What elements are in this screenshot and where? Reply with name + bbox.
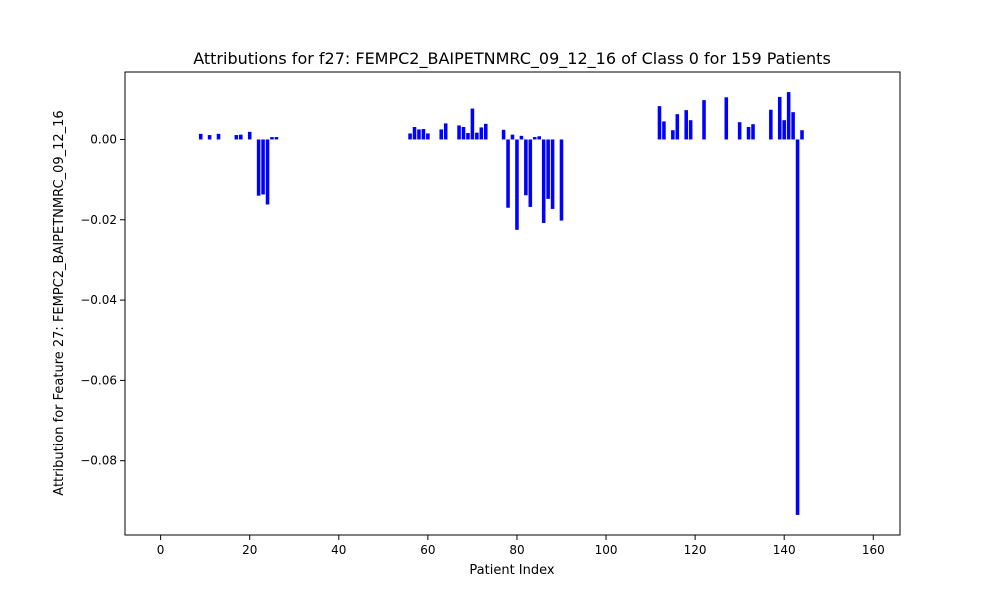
x-tick-label: 140: [773, 543, 796, 557]
bar-patient-122: [702, 100, 706, 140]
bar-series: [198, 92, 804, 515]
bar-patient-22: [256, 139, 261, 196]
bar-patient-9: [198, 133, 203, 140]
bar-patient-67: [457, 125, 461, 140]
y-tick-label: −0.02: [80, 213, 117, 227]
bar-patient-56: [408, 133, 412, 140]
bar-patient-59: [421, 129, 426, 140]
bar-patient-118: [684, 110, 688, 140]
bar-patient-81: [519, 135, 524, 140]
y-axis-ticks: 0.00 −0.02 −0.04 −0.06 −0.08: [80, 132, 125, 468]
bar-patient-70: [470, 108, 475, 140]
x-tick-label: 120: [684, 543, 707, 557]
bar-patient-18: [239, 134, 243, 140]
y-tick-label: −0.08: [80, 454, 117, 468]
bar-patient-86: [541, 139, 546, 223]
bar-patient-142: [791, 112, 795, 140]
bar-patient-115: [671, 130, 675, 140]
bar-patient-24: [265, 139, 270, 205]
bar-patient-13: [216, 133, 221, 140]
y-tick-label: −0.04: [80, 293, 117, 307]
bar-patient-73: [483, 123, 488, 140]
bar-patient-139: [777, 96, 782, 140]
bar-patient-130: [737, 122, 742, 140]
plot-frame: [124, 71, 901, 536]
y-tick-label: 0.00: [90, 132, 117, 146]
x-tick-label: 20: [242, 543, 257, 557]
bar-patient-144: [800, 130, 804, 140]
bar-patient-20: [247, 131, 252, 140]
bar-patient-84: [532, 137, 537, 140]
bar-patient-132: [746, 127, 751, 140]
bar-patient-25: [270, 137, 274, 140]
bar-patient-87: [546, 139, 550, 199]
bar-patient-141: [786, 92, 791, 140]
x-tick-label: 80: [509, 543, 524, 557]
x-tick-label: 100: [595, 543, 618, 557]
bar-patient-88: [550, 139, 555, 209]
bar-patient-63: [439, 129, 444, 140]
bar-patient-26: [274, 137, 279, 140]
bar-patient-78: [506, 139, 510, 208]
x-axis-ticks: 0 20 40 60 80 100 120 140 160: [157, 535, 885, 557]
bar-patient-60: [426, 133, 430, 140]
x-axis-label: Patient Index: [469, 563, 554, 578]
bar-patient-17: [234, 135, 239, 140]
bar-patient-113: [662, 121, 666, 140]
bar-patient-90: [559, 139, 564, 221]
bar-patient-79: [510, 134, 515, 140]
x-tick-label: 160: [862, 543, 885, 557]
bar-patient-11: [207, 135, 212, 140]
chart-title: Attributions for f27: FEMPC2_BAIPETNMRC_…: [193, 49, 831, 69]
bar-patient-119: [688, 120, 693, 140]
bar-patient-133: [751, 124, 755, 140]
bar-patient-140: [782, 120, 786, 140]
bar-patient-83: [528, 139, 533, 207]
bar-patient-127: [724, 97, 729, 140]
bar-patient-23: [261, 139, 265, 195]
bar-patient-85: [537, 136, 541, 140]
x-tick-label: 0: [157, 543, 165, 557]
bar-patient-69: [466, 133, 470, 140]
bar-patient-72: [479, 127, 484, 140]
bar-patient-137: [769, 109, 773, 140]
bar-patient-64: [443, 123, 448, 140]
bar-patient-68: [461, 127, 466, 140]
bar-patient-58: [417, 129, 421, 140]
bar-patient-112: [657, 106, 662, 140]
bar-patient-82: [524, 139, 528, 196]
bar-patient-71: [475, 132, 479, 140]
bar-patient-57: [412, 127, 417, 140]
bar-patient-80: [515, 139, 519, 230]
bar-patient-143: [795, 139, 800, 515]
bar-patient-116: [675, 114, 680, 140]
y-axis-label: Attribution for Feature 27: FEMPC2_BAIPE…: [52, 110, 67, 495]
y-tick-label: −0.06: [80, 373, 117, 387]
x-tick-label: 60: [420, 543, 435, 557]
x-tick-label: 40: [331, 543, 346, 557]
bar-patient-77: [501, 129, 506, 140]
